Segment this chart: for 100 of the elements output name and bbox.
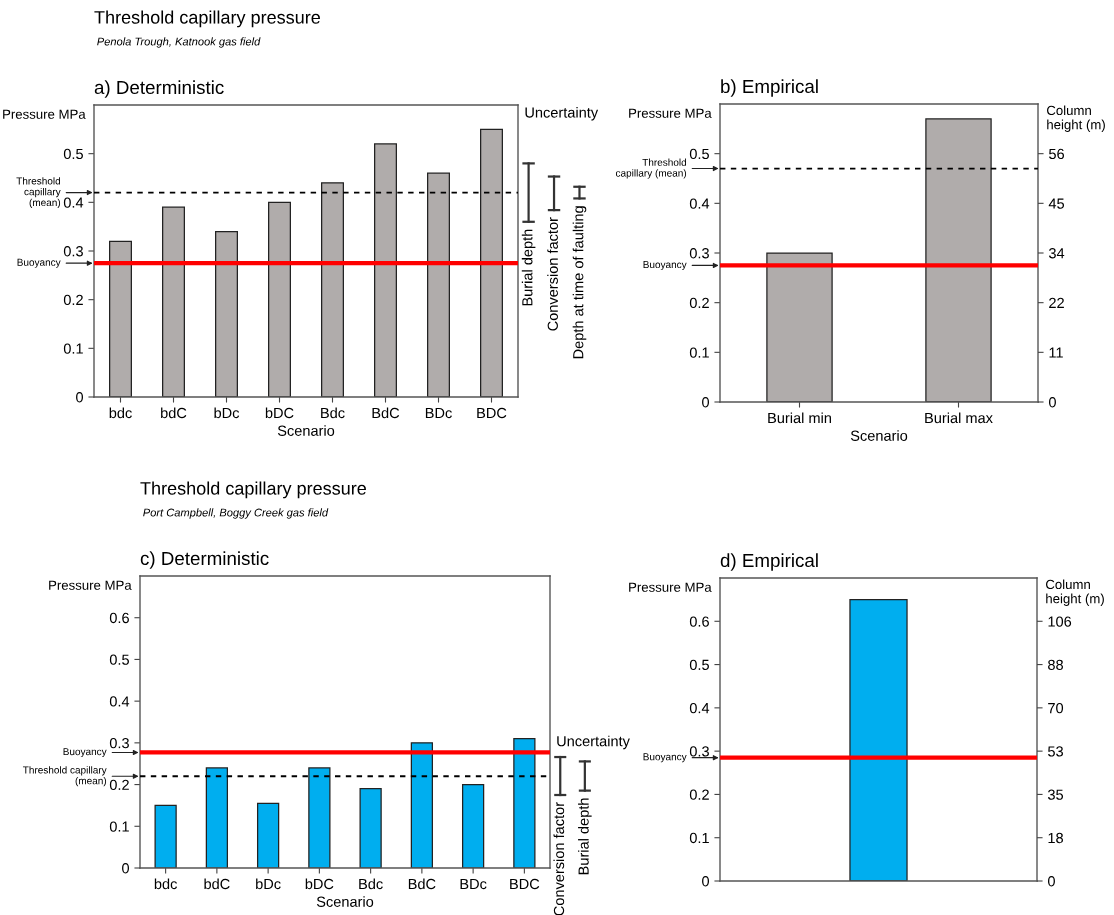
x-tick-label: BDC — [477, 407, 507, 419]
x-tick-label: bdC — [204, 878, 230, 890]
y-tick-label: 0.2 — [689, 789, 709, 800]
bar — [256, 802, 280, 868]
y-tick-label: 0 — [702, 397, 710, 408]
bar — [374, 143, 397, 397]
x-axis-title: Scenario — [316, 896, 374, 907]
ref-line-label: Threshold capillary (mean) — [16, 177, 61, 209]
y-axis-title: Pressure MPa — [629, 582, 712, 592]
bar — [154, 804, 177, 868]
y2-tick-label: 34 — [1048, 248, 1065, 259]
bar — [308, 767, 331, 868]
text: Conversion factor — [553, 802, 565, 915]
x-tick-label: Bdc — [321, 407, 345, 419]
y2-tick-label: 45 — [1048, 198, 1065, 209]
y-tick-label: 0.1 — [109, 821, 129, 832]
y2-tick-label: 70 — [1048, 702, 1064, 714]
y-tick-label: 0.5 — [63, 148, 83, 160]
y-axis-title: Pressure MPa — [3, 109, 86, 119]
bar — [427, 172, 450, 397]
y-tick-label: 0.3 — [689, 248, 709, 259]
y-tick-label: 0.5 — [689, 659, 709, 670]
x-tick-label: Burial min — [768, 412, 831, 424]
x-tick-label: bdc — [109, 407, 132, 419]
bar — [359, 788, 382, 868]
text: Threshold capillary pressure — [94, 10, 320, 28]
x-axis-title: Scenario — [850, 430, 908, 441]
x-tick-label: Burial max — [925, 412, 993, 424]
chart-title: b) Empirical — [721, 79, 818, 97]
text: Port Campbell, Boggy Creek gas field — [143, 508, 329, 519]
y-tick-label: 0 — [122, 863, 130, 874]
bar — [461, 783, 485, 868]
chart-title: a) Deterministic — [94, 80, 224, 98]
x-tick-label: bdc — [154, 878, 177, 890]
y-tick-label: 0.5 — [689, 148, 709, 160]
chart-title: d) Empirical — [720, 553, 818, 571]
y-tick-label: 0.2 — [109, 779, 129, 790]
text: Depth at time of faulting — [572, 206, 587, 359]
x-tick-label: BdC — [372, 407, 400, 419]
text: Conversion factor — [547, 217, 558, 331]
y2-tick-label: 35 — [1047, 789, 1064, 800]
y2-tick-label: 22 — [1049, 297, 1064, 308]
ref-line-label: Buoyancy — [643, 753, 687, 763]
y-tick-label: 0.4 — [689, 198, 710, 209]
y-axis-title: Pressure MPa — [629, 108, 712, 118]
y2-tick-label: 0 — [1048, 397, 1056, 408]
y-tick-label: 0 — [76, 392, 84, 403]
y-tick-label: 0.3 — [689, 746, 709, 757]
y2-tick-label: 53 — [1048, 746, 1063, 757]
x-tick-label: BDC — [510, 878, 540, 890]
y-tick-label: 0.3 — [63, 246, 83, 257]
x-tick-label: bDc — [214, 407, 240, 419]
y2-tick-label: 56 — [1049, 148, 1064, 160]
ref-line-label: Buoyancy — [17, 258, 61, 268]
y-tick-label: 0 — [702, 876, 710, 887]
y-tick-label: 0.2 — [63, 294, 83, 306]
x-tick-label: bDc — [256, 878, 281, 890]
bar — [513, 738, 536, 868]
x-tick-label: bdC — [161, 407, 187, 419]
y-tick-label: 0.1 — [689, 832, 709, 844]
y-tick-label: 0.4 — [63, 197, 84, 208]
y2-axis-title: Column height (m) — [1046, 579, 1104, 606]
y-tick-label: 0.1 — [63, 343, 83, 354]
text: Burial depth — [578, 798, 592, 875]
x-tick-label: bDC — [305, 878, 334, 890]
x-tick-label: Bdc — [359, 878, 383, 890]
y2-tick-label: 18 — [1048, 832, 1063, 844]
y-axis-title: Pressure MPa — [49, 580, 132, 590]
y2-tick-label: 88 — [1048, 659, 1063, 670]
bar — [162, 206, 185, 397]
bar — [109, 240, 132, 397]
y-tick-label: 0.1 — [689, 347, 709, 358]
bar — [215, 230, 238, 397]
x-tick-label: BDc — [425, 407, 452, 419]
bar — [480, 128, 503, 397]
y-tick-label: 0.3 — [109, 737, 129, 749]
y-tick-label: 0.5 — [109, 654, 129, 665]
y-tick-label: 0.6 — [109, 612, 129, 624]
y2-tick-label: 106 — [1048, 616, 1072, 627]
y2-tick-label: 0 — [1047, 876, 1055, 887]
x-tick-label: BdC — [408, 878, 436, 890]
chart-title: c) Deterministic — [140, 551, 269, 569]
y-tick-label: 0.6 — [689, 616, 709, 627]
ref-line-label: Buoyancy — [63, 748, 107, 758]
x-tick-label: bDC — [265, 407, 294, 419]
x-axis-title: Scenario — [277, 425, 335, 436]
y2-axis-title: Column height (m) — [1047, 105, 1105, 132]
x-tick-label: BDc — [460, 878, 487, 890]
text: Threshold capillary pressure — [140, 481, 366, 499]
ref-line-label: Threshold capillary (mean) — [615, 158, 687, 179]
y2-tick-label: 11 — [1049, 347, 1063, 358]
y-tick-label: 0.4 — [109, 696, 130, 707]
bar — [205, 767, 229, 868]
ref-line-label: Threshold capillary (mean) — [22, 766, 107, 787]
text: Penola Trough, Katnook gas field — [97, 37, 261, 48]
text: Uncertainty — [525, 106, 599, 121]
text: Uncertainty — [557, 735, 630, 750]
ref-line-label: Buoyancy — [643, 261, 687, 271]
bar — [321, 182, 344, 397]
text: Burial depth — [521, 229, 536, 306]
